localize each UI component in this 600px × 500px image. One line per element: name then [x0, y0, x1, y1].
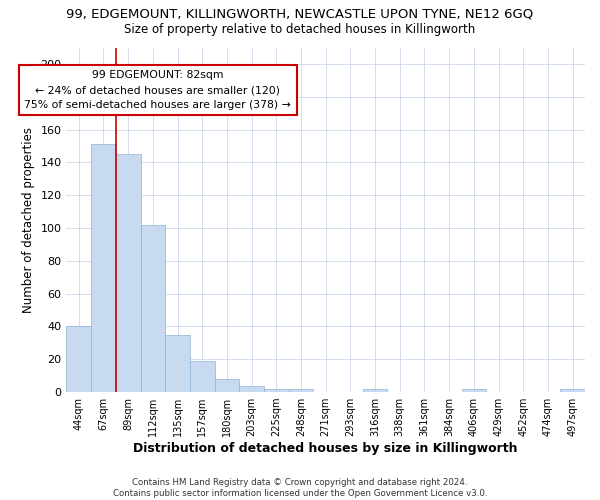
Bar [67, 326, 91, 392]
Bar [289, 389, 313, 392]
Bar [560, 389, 585, 392]
Text: 99 EDGEMOUNT: 82sqm
← 24% of detached houses are smaller (120)
75% of semi-detac: 99 EDGEMOUNT: 82sqm ← 24% of detached ho… [25, 70, 291, 110]
Bar [363, 389, 388, 392]
Bar [461, 389, 486, 392]
X-axis label: Distribution of detached houses by size in Killingworth: Distribution of detached houses by size … [133, 442, 518, 455]
Bar [165, 334, 190, 392]
Bar [264, 389, 289, 392]
Bar [215, 379, 239, 392]
Bar [190, 361, 215, 392]
Bar [116, 154, 140, 392]
Text: Contains HM Land Registry data © Crown copyright and database right 2024.
Contai: Contains HM Land Registry data © Crown c… [113, 478, 487, 498]
Bar [140, 224, 165, 392]
Text: Size of property relative to detached houses in Killingworth: Size of property relative to detached ho… [124, 22, 476, 36]
Y-axis label: Number of detached properties: Number of detached properties [22, 127, 35, 313]
Bar [91, 144, 116, 392]
Bar [239, 386, 264, 392]
Text: 99, EDGEMOUNT, KILLINGWORTH, NEWCASTLE UPON TYNE, NE12 6GQ: 99, EDGEMOUNT, KILLINGWORTH, NEWCASTLE U… [67, 8, 533, 20]
